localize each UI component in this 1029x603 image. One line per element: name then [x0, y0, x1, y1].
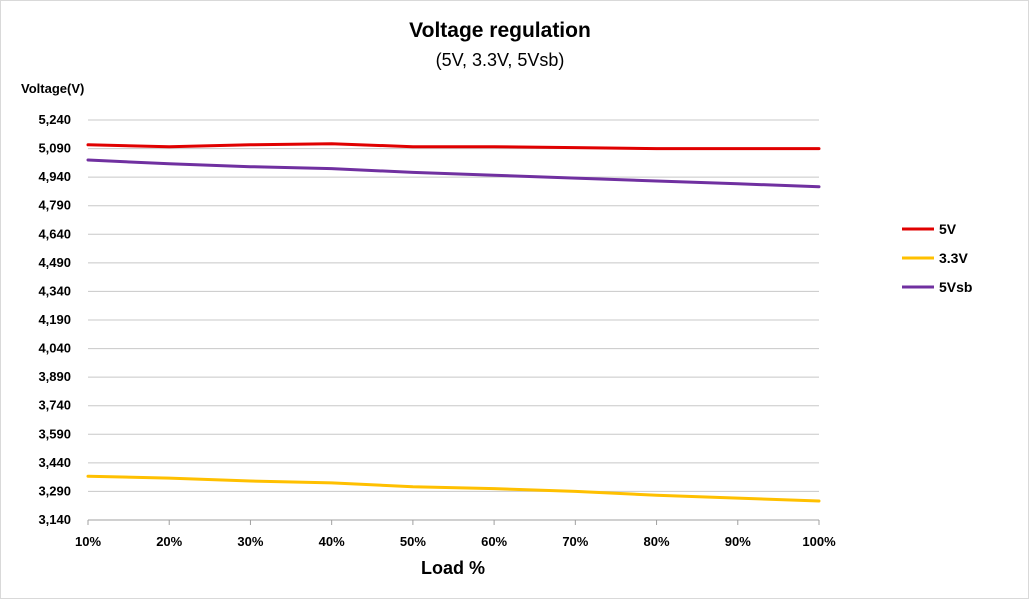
- series-line-5v: [86, 142, 821, 151]
- y-tick-label: 3,740: [38, 398, 71, 413]
- y-tick-label: 5,240: [38, 112, 71, 127]
- y-tick-label: 5,090: [38, 141, 71, 156]
- x-tick-label: 90%: [725, 534, 751, 549]
- x-tick-label: 50%: [400, 534, 426, 549]
- y-tick-label: 3,290: [38, 483, 71, 498]
- x-tick-labels: 10% 20% 30% 40% 50% 60% 70% 80% 90% 100%: [75, 520, 836, 549]
- x-tick-label: 70%: [562, 534, 588, 549]
- y-tick-label: 3,140: [38, 512, 71, 527]
- y-tick-label: 4,190: [38, 312, 71, 327]
- x-tick-label: 30%: [237, 534, 263, 549]
- y-tick-label: 4,490: [38, 255, 71, 270]
- y-tick-label: 4,640: [38, 226, 71, 241]
- y-tick-label: 4,790: [38, 198, 71, 213]
- y-tick-label: 4,340: [38, 283, 71, 298]
- y-tick-label: 3,440: [38, 455, 71, 470]
- series-lines: [86, 142, 821, 503]
- y-tick-label: 4,040: [38, 341, 71, 356]
- chart-title: Voltage regulation: [409, 19, 591, 42]
- chart-subtitle: (5V, 3.3V, 5Vsb): [436, 50, 565, 70]
- y-tick-label: 3,890: [38, 369, 71, 384]
- legend-label: 5Vsb: [939, 279, 972, 295]
- x-tick-label: 40%: [319, 534, 345, 549]
- series-line-5vsb: [86, 158, 821, 189]
- y-tick-label: 3,590: [38, 426, 71, 441]
- x-tick-label: 10%: [75, 534, 101, 549]
- legend-label: 5V: [939, 221, 957, 237]
- grid-lines: [88, 119, 819, 521]
- x-tick-label: 20%: [156, 534, 182, 549]
- legend-label: 3.3V: [939, 250, 968, 266]
- x-tick-label: 80%: [644, 534, 670, 549]
- y-axis-label: Voltage(V): [21, 81, 84, 96]
- x-axis-label: Load %: [421, 558, 485, 578]
- y-tick-label: 4,940: [38, 169, 71, 184]
- series-line-3-3v: [86, 474, 821, 503]
- y-tick-labels: 3,140 3,290 3,440 3,590 3,740 3,890 4,040 4,190…: [38, 112, 71, 527]
- x-tick-label: 60%: [481, 534, 507, 549]
- x-tick-label: 100%: [802, 534, 836, 549]
- legend: 5V 3.3V 5Vsb: [902, 221, 972, 295]
